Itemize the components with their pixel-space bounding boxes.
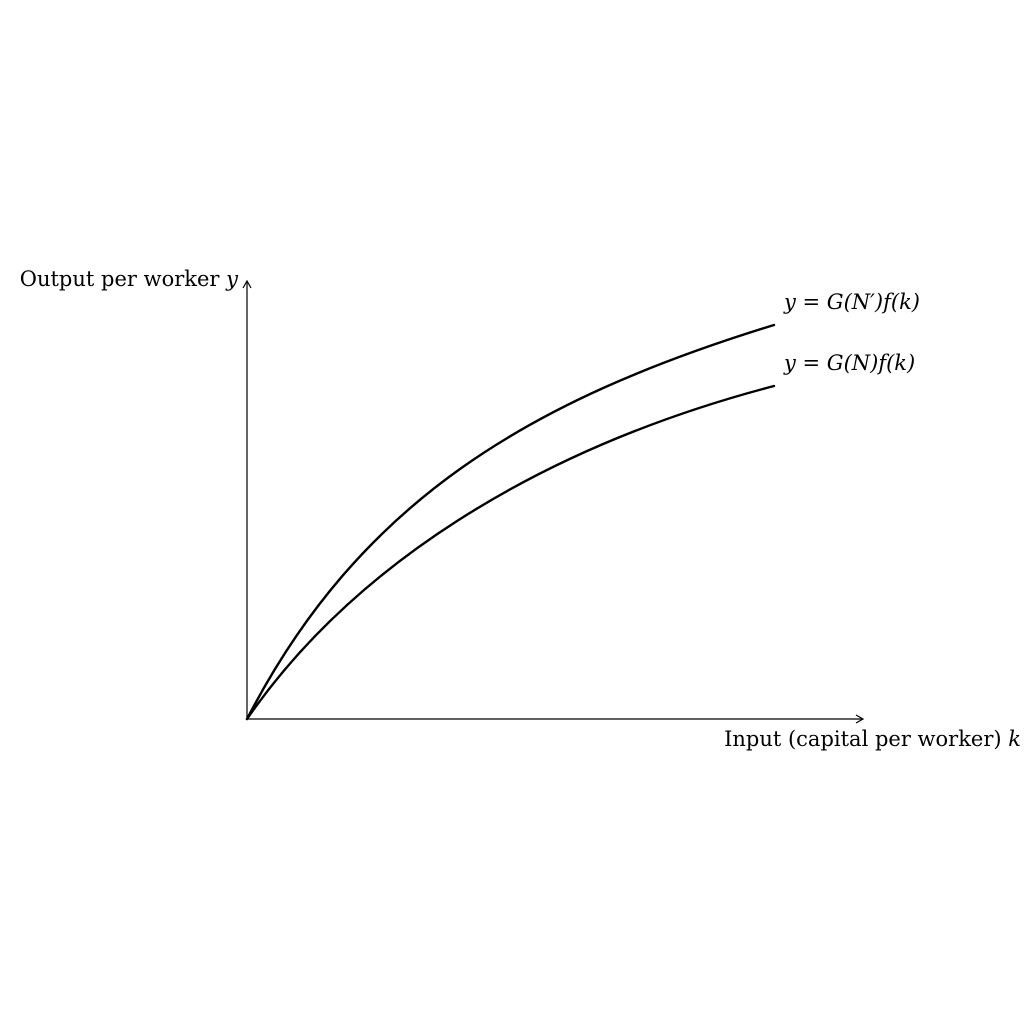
x-axis-label: Input (capital per worker) k — [724, 729, 1021, 750]
x-axis-arrowhead — [855, 714, 865, 724]
x-axis-label-text: Input (capital per worker) — [724, 727, 1009, 751]
production-curve-lower — [245, 384, 776, 721]
curve-label-lower: y = G(N)f(k) — [784, 351, 916, 375]
y-axis-label: Output per worker y — [20, 269, 238, 290]
curve-label-higher: y = G(N′)f(k) — [784, 290, 920, 314]
y-axis-arrowhead — [242, 279, 252, 289]
production-curve-higher — [245, 323, 776, 721]
y-axis-label-text: Output per worker — [19, 267, 227, 291]
x-axis-variable: k — [1008, 727, 1021, 751]
y-axis-variable: y — [226, 267, 238, 291]
